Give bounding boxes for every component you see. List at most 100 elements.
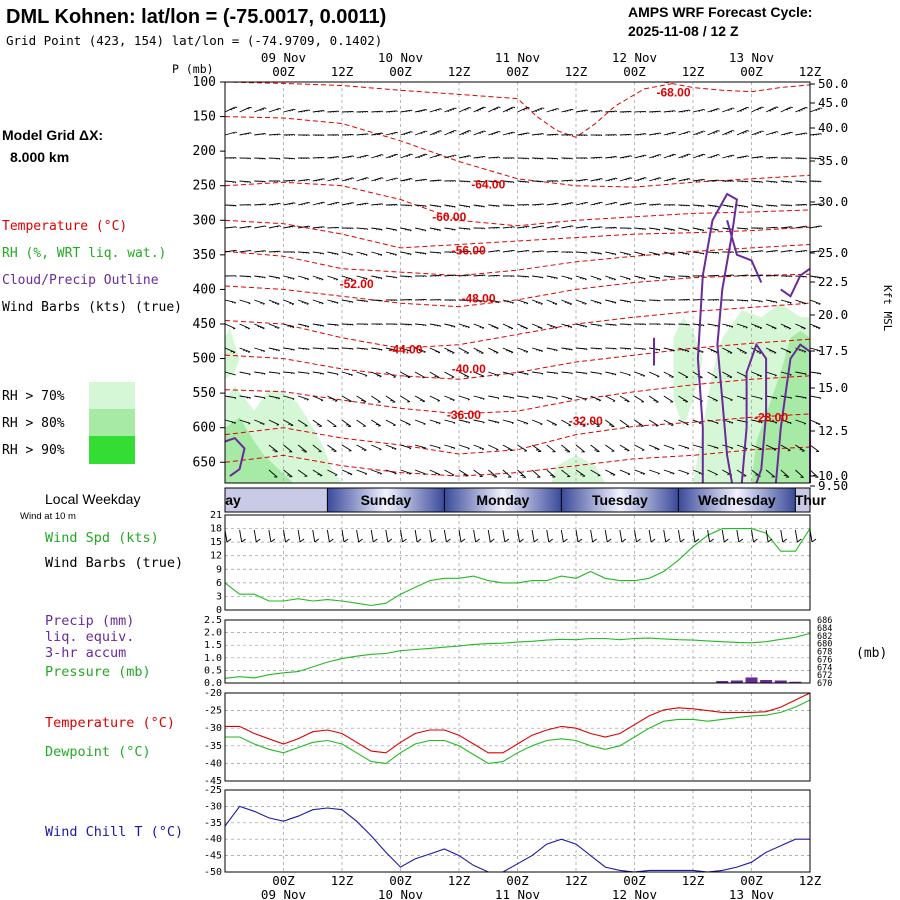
wind-barb: [707, 130, 720, 136]
wind-barb-flag: [697, 228, 700, 231]
wind-barb-flag: [585, 373, 588, 375]
surface-wind-staff: [546, 529, 550, 543]
wind-speed-panel: Wind Spd (kts) Wind Barbs (true) 0369121…: [45, 510, 817, 616]
cloud-outline-segment: [740, 342, 768, 484]
wind-barb: [371, 251, 383, 257]
wind-barb: [444, 251, 456, 253]
wind-barb-flag: [805, 107, 808, 109]
wind-barb-flag: [567, 326, 570, 328]
bottom-hour-tick: 12Z: [331, 873, 354, 888]
wind-barb-flag: [396, 177, 399, 180]
wind-barb-staff: [663, 177, 675, 182]
wind-barb: [663, 110, 676, 113]
wind-barb-staff: [444, 419, 456, 424]
wind-barb-flag: [379, 203, 381, 206]
wind-barb-flag: [643, 254, 646, 257]
wind-barb-staff: [341, 371, 353, 376]
wind-barb-flag: [674, 177, 676, 180]
wind-barb-flag: [381, 203, 384, 206]
wind-barb-flag: [688, 153, 691, 156]
wind-barb: [341, 155, 355, 159]
wind-barb: [751, 323, 762, 330]
wind-barb: [239, 371, 251, 376]
wind-barb: [634, 469, 645, 475]
panel-y-tick-label: -20: [204, 688, 222, 699]
wind-barb-flag: [449, 109, 452, 112]
surface-wind-barb: [385, 529, 393, 543]
wind-barb: [444, 154, 457, 159]
wind-barb-staff: [707, 395, 718, 402]
wind-barb-flag: [581, 226, 583, 229]
wind-barb-staff: [312, 226, 324, 229]
wind-barb-flag: [526, 302, 529, 305]
wind-barb-flag: [700, 324, 702, 327]
wind-barb-flag: [537, 204, 539, 206]
wind-barb: [692, 204, 705, 208]
wind-barb-flag: [379, 448, 382, 451]
wind-barb-flag: [423, 423, 426, 425]
wind-barb-flag: [243, 349, 246, 352]
wind-barb-flag: [611, 278, 614, 280]
wind-barb: [502, 347, 514, 354]
wind-barb: [546, 469, 556, 478]
precip-tick-label: 2.0: [204, 628, 222, 639]
wind-barb-flag: [425, 324, 427, 327]
wind-barb-flag: [481, 300, 483, 303]
wind-barb-flag: [671, 424, 674, 427]
surface-wind-flag: [314, 538, 320, 543]
wind-barb-staff: [327, 156, 339, 159]
wind-barb-staff: [678, 419, 689, 425]
wind-barb-flag: [786, 326, 789, 329]
wind-barb-flag: [234, 181, 237, 184]
wind-barb-flag: [437, 400, 440, 402]
bottom-date-label: 09 Nov: [261, 887, 306, 900]
pressure-tick-label: 686: [817, 616, 832, 626]
wind-barb: [429, 179, 442, 182]
wind-barb-flag: [610, 473, 613, 475]
wind-barb: [619, 251, 631, 256]
wind-barb-staff: [356, 469, 368, 475]
wind-barb-flag: [408, 132, 411, 134]
wind-barb-staff: [634, 371, 645, 377]
wind-barb-staff: [736, 323, 748, 328]
wind-barb: [765, 444, 777, 451]
wind-barb: [400, 444, 412, 450]
wind-barb: [634, 251, 646, 257]
wind-barb-flag: [349, 301, 351, 303]
wind-barb: [415, 178, 428, 182]
wind-barb: [575, 419, 586, 427]
wind-barb: [502, 299, 514, 304]
wind-barb: [751, 130, 764, 136]
wind-barb-flag: [789, 422, 792, 425]
wind-barb: [268, 395, 280, 400]
wind-barb-staff: [473, 371, 484, 377]
wind-barb-staff: [429, 469, 440, 475]
surface-wind-flag: [577, 538, 583, 543]
wind-barb-flag: [246, 397, 249, 399]
wind-barb-flag: [337, 324, 339, 327]
pressure-tick-label: 674: [817, 663, 832, 673]
wind-barb-flag: [483, 206, 485, 208]
wind-barb: [531, 444, 542, 452]
wind-barb: [458, 250, 471, 253]
wind-barb-staff: [707, 274, 719, 277]
wind-barb-flag: [627, 178, 630, 180]
wind-barb-flag: [507, 181, 510, 183]
wind-barb-flag: [800, 250, 803, 253]
surface-wind-barb: [619, 529, 627, 543]
wind-barb-flag: [376, 178, 379, 181]
wind-barb-flag: [304, 325, 307, 328]
wind-barb: [239, 204, 252, 206]
bottom-hour-tick: 00Z: [740, 873, 763, 888]
wind-barb-staff: [473, 155, 485, 159]
wind-barb-staff: [678, 275, 690, 277]
wind-barb: [707, 371, 718, 379]
wind-barb: [371, 419, 381, 427]
wind-barb-flag: [347, 472, 350, 475]
wind-barb: [736, 180, 749, 183]
wind-barb: [575, 251, 588, 254]
wind-barb-staff: [327, 323, 339, 326]
wind-barb: [254, 371, 266, 375]
wind-barb-flag: [395, 229, 398, 232]
wind-barb-flag: [322, 325, 324, 327]
